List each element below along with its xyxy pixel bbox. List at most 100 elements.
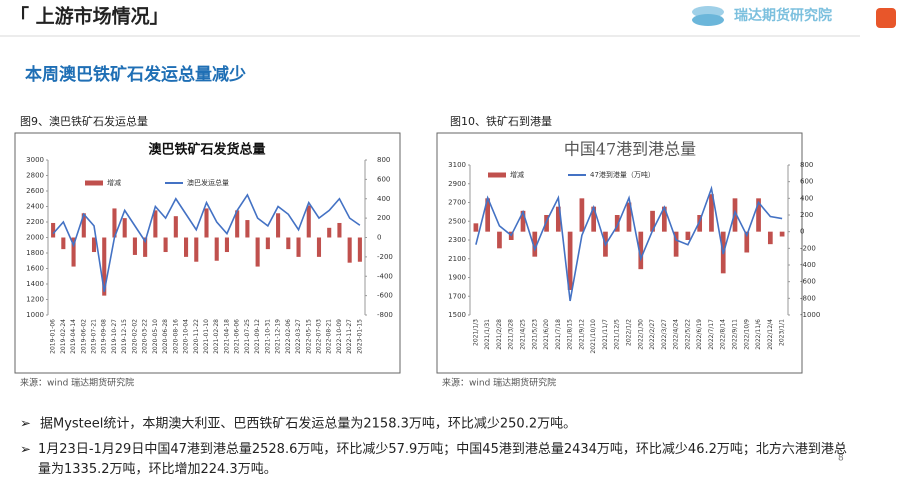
x-tick-label: 2021-02-28: [213, 319, 220, 354]
chart-frame: [14, 132, 401, 374]
y2-tick-label: 800: [800, 161, 813, 169]
bar: [544, 215, 549, 232]
x-tick-label: 2022-03-27: [295, 319, 302, 354]
y-tick-label: 3100: [448, 161, 466, 169]
y-tick-label: 1800: [26, 249, 44, 257]
bar: [245, 220, 250, 238]
x-tick-label: 2022/1/30: [637, 319, 644, 350]
bullet-text: 据Mysteel统计，本期澳大利亚、巴西铁矿石发运总量为2158.3万吨，环比减…: [40, 416, 576, 432]
y-tick-label: 2200: [26, 218, 44, 226]
y2-tick-label: -400: [800, 261, 816, 269]
x-tick-label: 2020-02-02: [131, 319, 138, 354]
bullet-wrap: 1月23日-1月29日中国47港到港总量2528.6万吨，环比减少57.9万吨；…: [38, 442, 847, 477]
bar: [316, 237, 322, 257]
figure-caption: 图10、铁矿石到港量: [450, 115, 552, 128]
bar: [143, 237, 148, 257]
bar: [51, 222, 56, 238]
bar: [173, 216, 178, 238]
y-tick-label: 1700: [448, 292, 466, 300]
x-tick-label: 2021-07-25: [244, 319, 251, 354]
bar: [276, 213, 281, 238]
bar: [194, 237, 199, 262]
legend-label: 增减: [510, 170, 524, 179]
y2-tick-label: -400: [377, 272, 393, 280]
x-tick-label: 2023-01-15: [356, 319, 363, 354]
x-tick-label: 2019-12-15: [121, 319, 128, 354]
bar: [779, 231, 785, 237]
source-note: 来源：wind 瑞达期货研究院: [442, 377, 556, 389]
x-tick-label: 2020-11-22: [193, 319, 200, 354]
bar: [91, 237, 97, 253]
y-tick-label: 2800: [26, 172, 44, 180]
line: [475, 185, 783, 302]
y2-tick-label: 200: [800, 211, 813, 219]
bar: [614, 215, 620, 232]
bar: [102, 237, 107, 296]
x-tick-label: 2021/2/28: [496, 319, 503, 350]
legend-label: 澳巴发运总量: [187, 178, 229, 187]
bar: [756, 198, 761, 232]
x-tick-label: 2022/12/4: [767, 319, 774, 350]
bar: [235, 210, 240, 238]
y2-tick-label: 800: [377, 156, 390, 164]
bar: [767, 231, 773, 245]
x-tick-label: 2021-06-06: [234, 319, 241, 354]
y2-tick-label: -1000: [800, 311, 820, 319]
figure-caption: 图9、澳巴铁矿石发运总量: [20, 114, 148, 128]
x-tick-label: 2022/11/6: [755, 319, 762, 350]
bar: [337, 222, 342, 238]
y2-tick-label: 200: [377, 214, 390, 222]
x-tick-label: 2021/1/31: [484, 319, 491, 350]
header-title: 「 上游市场情况」: [10, 5, 169, 28]
bar: [673, 231, 679, 257]
bar: [485, 198, 491, 232]
x-tick-label: 2019-02-24: [60, 319, 67, 354]
x-tick-label: 2022/8/14: [720, 319, 727, 350]
y-tick-label: 2400: [26, 203, 44, 211]
bar: [520, 210, 526, 232]
bar: [626, 202, 632, 232]
x-tick-label: 2021-10-31: [264, 319, 271, 354]
bar: [153, 210, 158, 238]
bar: [296, 237, 301, 257]
logo-icon: [692, 14, 724, 26]
line: [52, 193, 361, 292]
source-note: 来源：wind 瑞达期货研究院: [20, 377, 134, 389]
x-tick-label: 2023/1/1: [779, 319, 786, 346]
y2-tick-label: -800: [377, 311, 393, 319]
x-tick-label: 2022/7/17: [708, 319, 715, 350]
bar: [61, 237, 66, 250]
x-tick-label: 2022/9/11: [732, 319, 739, 350]
y2-tick-label: 0: [377, 234, 381, 242]
x-tick-label: 2022-02-06: [285, 319, 292, 354]
bullet-marker: ➢: [20, 417, 31, 432]
legend-swatch: [488, 172, 506, 178]
bar: [214, 237, 219, 261]
y2-tick-label: -800: [800, 294, 816, 302]
page-number: 8: [838, 454, 844, 464]
chart-title: 中国47港到港总量: [564, 140, 696, 159]
x-tick-label: 2020-06-28: [162, 319, 169, 354]
y2-tick-label: -200: [377, 253, 393, 261]
bar: [306, 205, 311, 238]
legend-label: 47港到港量（万吨）: [590, 170, 655, 179]
y-tick-label: 1000: [26, 311, 44, 319]
bar: [567, 231, 573, 290]
y2-tick-label: -600: [800, 278, 816, 286]
bar: [286, 237, 291, 250]
x-tick-label: 2022-05-15: [305, 319, 312, 354]
bullet-text: 1月23日-1月29日中国47港到港总量2528.6万吨，环比减少57.9万吨；…: [38, 442, 847, 477]
bar: [532, 231, 538, 257]
legend-label: 增减: [107, 178, 121, 187]
bar: [327, 227, 332, 238]
chart-title: 澳巴铁矿石发货总量: [148, 142, 265, 158]
x-tick-label: 2021/8/15: [567, 319, 574, 350]
x-tick-label: 2022-08-21: [326, 319, 333, 354]
bar: [638, 231, 644, 270]
bar: [347, 237, 352, 263]
y-tick-label: 2000: [26, 234, 44, 242]
x-tick-label: 2022/6/19: [696, 319, 703, 350]
bar: [224, 237, 229, 253]
x-tick-label: 2019-04-14: [70, 319, 77, 354]
